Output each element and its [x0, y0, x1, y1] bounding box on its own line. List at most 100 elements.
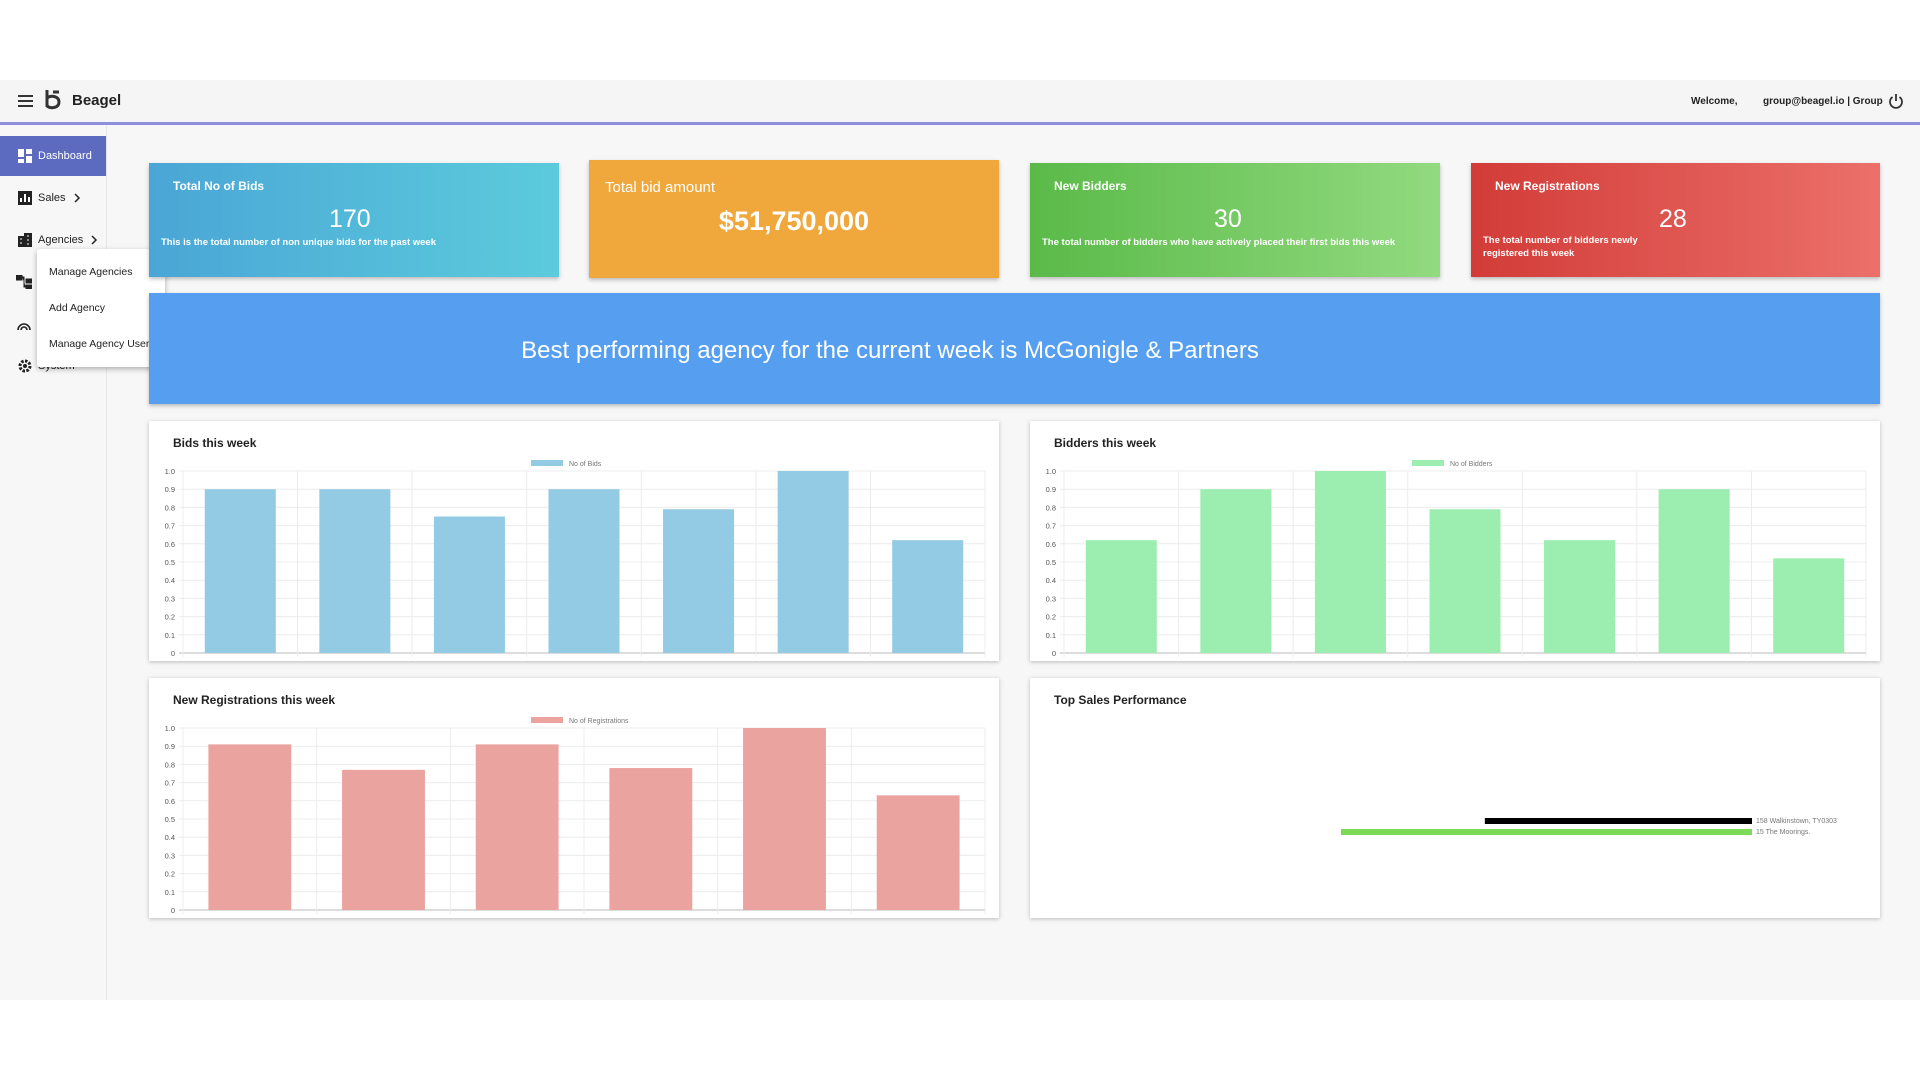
power-icon[interactable] — [1888, 93, 1904, 109]
bar — [892, 540, 964, 653]
y-tick-label: 0.3 — [1046, 594, 1056, 603]
chart-title: Bidders this week — [1054, 436, 1156, 450]
y-tick-label: 0.2 — [165, 870, 175, 879]
card-title: Total bid amount — [605, 179, 716, 196]
menu-item[interactable]: Add Agency — [49, 302, 106, 314]
card-description: The total number of bidders who have act… — [1042, 237, 1396, 248]
welcome: Welcome, — [1691, 96, 1738, 107]
legend-swatch — [531, 460, 563, 466]
card-value: 30 — [1214, 205, 1242, 233]
nav-item[interactable]: Sales — [0, 178, 106, 218]
nav-item[interactable]: Dashboard — [0, 136, 106, 176]
chart-panel: Bids this week No of Bids 0 0.1 0.2 0.3 0.4 0.5… — [149, 421, 999, 661]
stat-card: New Bidders 30 The total number of bidde… — [1030, 163, 1440, 277]
bar — [433, 516, 505, 653]
card-title: New Bidders — [1054, 179, 1127, 193]
nav-label: Agencies — [38, 234, 84, 246]
bar — [777, 471, 849, 653]
y-tick-label: 0.1 — [165, 888, 175, 897]
y-tick-label: 0.6 — [165, 797, 175, 806]
y-tick-label: 0.7 — [165, 522, 175, 531]
y-tick-label: 0.2 — [1046, 613, 1056, 622]
stat-card: Total bid amount $51,750,000 — [589, 160, 999, 278]
banner: Best performing agency for the current w… — [149, 293, 1880, 404]
y-tick-label: 0.8 — [165, 760, 175, 769]
y-tick-label: 0.8 — [1046, 503, 1056, 512]
y-tick-label: 0.1 — [1046, 631, 1056, 640]
legend-swatch-label: No of Bids — [569, 461, 602, 468]
chart: Top Sales Performance 158 Walkinstown, TY… — [1054, 693, 1837, 836]
chart-panel: Bidders this week No of Bidders 0 0.1 0.2 0.3… — [1030, 421, 1880, 661]
banner-text: Best performing agency for the current w… — [521, 337, 1259, 364]
y-tick-label: 0.1 — [165, 631, 175, 640]
card-description: The total number of bidders newly regist… — [1483, 235, 1638, 259]
y-tick-label: 1.0 — [165, 724, 175, 733]
chart: Bidders this week No of Bidders 0 0.1 0.2 0.3… — [1046, 436, 1867, 658]
bar — [663, 509, 735, 653]
user: group@beagel.io | Group — [1763, 96, 1883, 107]
bar — [1085, 540, 1157, 653]
stat-card: New Registrations 28 The total number of… — [1471, 163, 1880, 277]
y-tick-label: 0.9 — [1046, 485, 1056, 494]
menu-icon[interactable] — [18, 94, 34, 108]
stat-card: Total No of Bids 170 This is the total n… — [149, 163, 559, 277]
bar — [548, 489, 620, 653]
top-bar: Beagel Welcome, group@beagel.io | Group — [0, 80, 1920, 125]
card-value: $51,750,000 — [718, 206, 870, 236]
bar — [1773, 558, 1845, 653]
dropdown-menu: Manage Agencies Add Agency Manage Agency… — [37, 249, 165, 367]
legend-swatch-label: No of Registrations — [569, 718, 629, 725]
y-tick-label: 0.4 — [165, 576, 175, 585]
nav-item[interactable]: Agencies — [0, 220, 106, 260]
bar — [208, 744, 292, 910]
legend-swatch — [531, 717, 563, 723]
bar — [1341, 829, 1752, 835]
bar — [876, 795, 960, 910]
chart-panel: New Registrations this week No of Registr… — [149, 678, 999, 918]
nav-icon[interactable] — [16, 275, 32, 289]
bar — [342, 769, 425, 910]
brand: Beagel — [72, 92, 122, 109]
bar — [204, 489, 276, 653]
card-value: 28 — [1659, 205, 1687, 233]
y-tick-label: 1.0 — [1046, 467, 1056, 476]
chart-title: Bids this week — [173, 436, 257, 450]
y-tick-label: 0.7 — [165, 779, 175, 788]
bar — [609, 768, 693, 910]
y-tick-label: 0.9 — [165, 742, 175, 751]
y-tick-label: 0.4 — [1046, 576, 1056, 585]
bar — [319, 489, 391, 653]
y-tick-label: 0 — [1052, 649, 1056, 658]
logo — [45, 90, 61, 110]
bar — [1484, 818, 1752, 824]
bar — [475, 744, 559, 910]
bar — [1200, 489, 1272, 653]
y-tick-label: 0 — [171, 906, 175, 915]
bar — [1544, 540, 1616, 653]
menu-item[interactable]: Manage Agencies — [49, 266, 133, 278]
bar — [1429, 509, 1501, 653]
menu-item[interactable]: Manage Agency Users — [49, 338, 155, 350]
chart: New Registrations this week No of Registr… — [165, 693, 986, 915]
chart-title: Top Sales Performance — [1054, 693, 1187, 707]
nav-icon[interactable] — [16, 318, 32, 332]
legend-swatch-label: No of Bidders — [1450, 461, 1493, 468]
card-value: 170 — [329, 205, 371, 233]
card-title: New Registrations — [1495, 179, 1600, 193]
chart-title: New Registrations this week — [173, 693, 335, 707]
chart: Bids this week No of Bids 0 0.1 0.2 0.3 0.4 0.5… — [165, 436, 986, 658]
y-tick-label: 0.5 — [165, 815, 175, 824]
y-tick-label: 0.7 — [1046, 522, 1056, 531]
y-tick-label: 1.0 — [165, 467, 175, 476]
chart-panel: Top Sales Performance 158 Walkinstown, TY… — [1030, 678, 1880, 918]
y-tick-label: 0.6 — [165, 540, 175, 549]
y-tick-label: 0.3 — [165, 594, 175, 603]
card-description: This is the total number of non unique b… — [161, 237, 436, 248]
y-tick-label: 0.6 — [1046, 540, 1056, 549]
bar — [1314, 471, 1386, 653]
y-tick-label: 0.5 — [1046, 558, 1056, 567]
nav-label: Dashboard — [38, 150, 92, 162]
y-tick-label: 0.4 — [165, 833, 175, 842]
bar-label: 158 Walkinstown, TY0303 — [1756, 818, 1837, 825]
